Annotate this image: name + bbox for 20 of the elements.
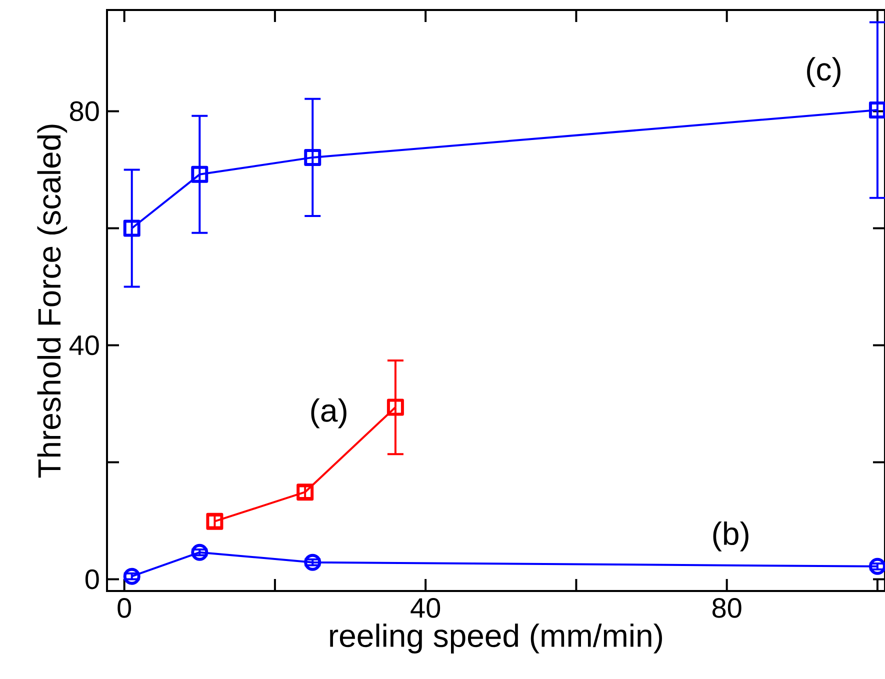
point (191, 166, 208, 183)
series-label: (b) (713, 522, 748, 552)
point (868, 558, 885, 575)
y-tick-label: 40 (69, 335, 99, 356)
x-tick-label: 0 (118, 598, 132, 618)
x-tick-label: 40 (410, 598, 440, 618)
point (123, 220, 140, 237)
y-tick-label: 80 (70, 101, 99, 122)
point (386, 398, 404, 416)
point (304, 554, 322, 571)
point (868, 102, 885, 119)
point (304, 148, 322, 166)
y-tick-label: 0 (85, 569, 99, 590)
series-label: (c) (807, 57, 840, 87)
y-axis-title: Threshold Force (scaled) (37, 124, 68, 478)
x-axis-title: reeling speed (mm/min) (330, 624, 662, 654)
point (191, 544, 208, 561)
series-label: (a) (311, 398, 346, 428)
x-tick-label: 80 (712, 598, 742, 618)
point (123, 568, 140, 585)
